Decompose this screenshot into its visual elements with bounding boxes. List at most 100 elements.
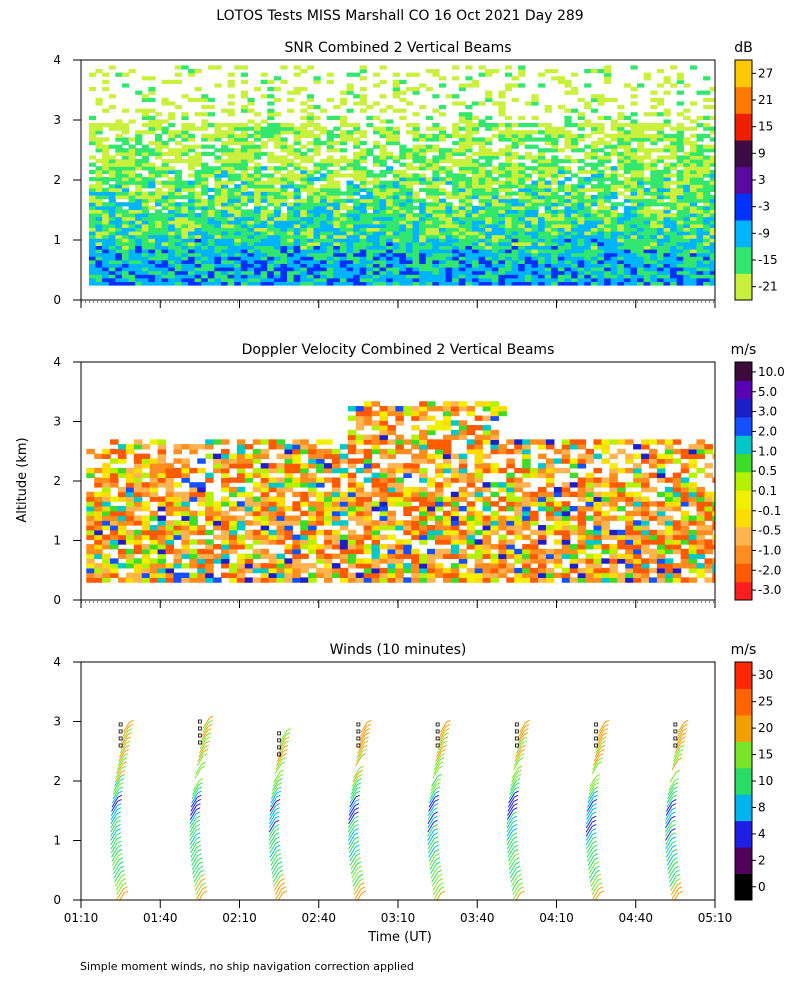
snr-cell [148,281,156,286]
snr-cell [458,238,466,243]
doppler-cell [236,463,246,469]
snr-cell [141,195,149,200]
snr-cell [154,191,163,196]
snr-cell [287,263,295,268]
snr-cell [234,133,242,138]
doppler-cell [228,577,238,583]
snr-cell [379,209,387,214]
snr-cell [518,187,526,192]
doppler-cell [149,515,159,521]
snr-cell [326,169,334,174]
snr-cell [663,173,671,178]
snr-cell [161,141,169,146]
snr-cell [234,231,242,236]
snr-cell [267,274,275,279]
snr-cell [577,198,585,203]
snr-cell [452,184,460,189]
snr-cell [590,155,599,160]
doppler-cell [221,453,230,459]
doppler-cell [276,505,286,512]
snr-cell [148,87,156,92]
snr-cell [187,180,196,185]
snr-cell [141,162,149,167]
snr-cell [366,267,374,272]
snr-cell [128,205,136,210]
snr-cell [287,97,295,102]
snr-cell [108,173,116,178]
snr-cell [709,241,715,246]
snr-cell [353,187,361,192]
snr-cell [432,108,440,113]
snr-cell [313,241,321,246]
plot-area [88,65,715,286]
snr-cell [379,119,387,124]
snr-cell [300,205,308,210]
snr-cell [498,184,506,189]
snr-cell [88,249,97,254]
doppler-cell [371,544,381,550]
snr-cell [663,180,671,185]
doppler-cell [189,510,198,517]
snr-cell [590,220,599,225]
snr-cell [604,151,612,156]
snr-cell [445,259,453,264]
snr-cell [339,281,348,286]
doppler-cell [157,453,167,459]
snr-cell [518,141,526,146]
snr-cell [571,241,579,246]
snr-cell [445,155,453,160]
doppler-cell [363,520,373,526]
snr-cell [313,162,321,167]
snr-cell [359,180,367,185]
snr-cell [471,101,480,106]
snr-cell [128,151,136,156]
snr-cell [128,119,136,124]
doppler-cell [141,463,151,469]
snr-cell [392,159,400,164]
snr-cell [577,274,585,279]
snr-cell [326,238,334,243]
snr-cell [617,180,625,185]
snr-cell [604,191,612,196]
snr-cell [650,259,658,264]
snr-cell [181,256,189,261]
snr-cell [412,126,420,131]
snr-cell [267,256,275,261]
snr-cell [88,263,97,268]
snr-cell [518,83,526,88]
snr-cell [438,267,447,272]
snr-cell [597,252,605,257]
snr-cell [531,223,539,228]
snr-cell [617,133,625,138]
snr-cell [551,177,559,182]
snr-cell [610,123,618,128]
snr-cell [359,205,367,210]
snr-cell [597,130,605,135]
snr-cell [656,155,665,160]
snr-cell [254,274,262,279]
doppler-cell [221,486,230,493]
doppler-cell [316,458,325,464]
snr-cell [696,123,704,128]
snr-cell [709,256,715,261]
snr-cell [676,281,684,286]
snr-cell [326,191,334,196]
snr-cell [663,90,671,95]
snr-cell [531,144,539,149]
snr-cell [425,270,433,275]
snr-cell [471,259,480,264]
snr-cell [121,277,130,282]
snr-cell [617,231,625,236]
doppler-cell [379,577,389,583]
snr-cell [240,223,249,228]
doppler-cell [284,572,293,578]
snr-cell [267,252,275,257]
snr-cell [643,148,651,153]
snr-cell [538,213,546,218]
snr-cell [102,79,110,84]
snr-cell [656,223,665,228]
snr-cell [194,195,202,200]
snr-cell [207,166,216,171]
snr-cell [260,144,268,149]
snr-cell [108,252,116,257]
